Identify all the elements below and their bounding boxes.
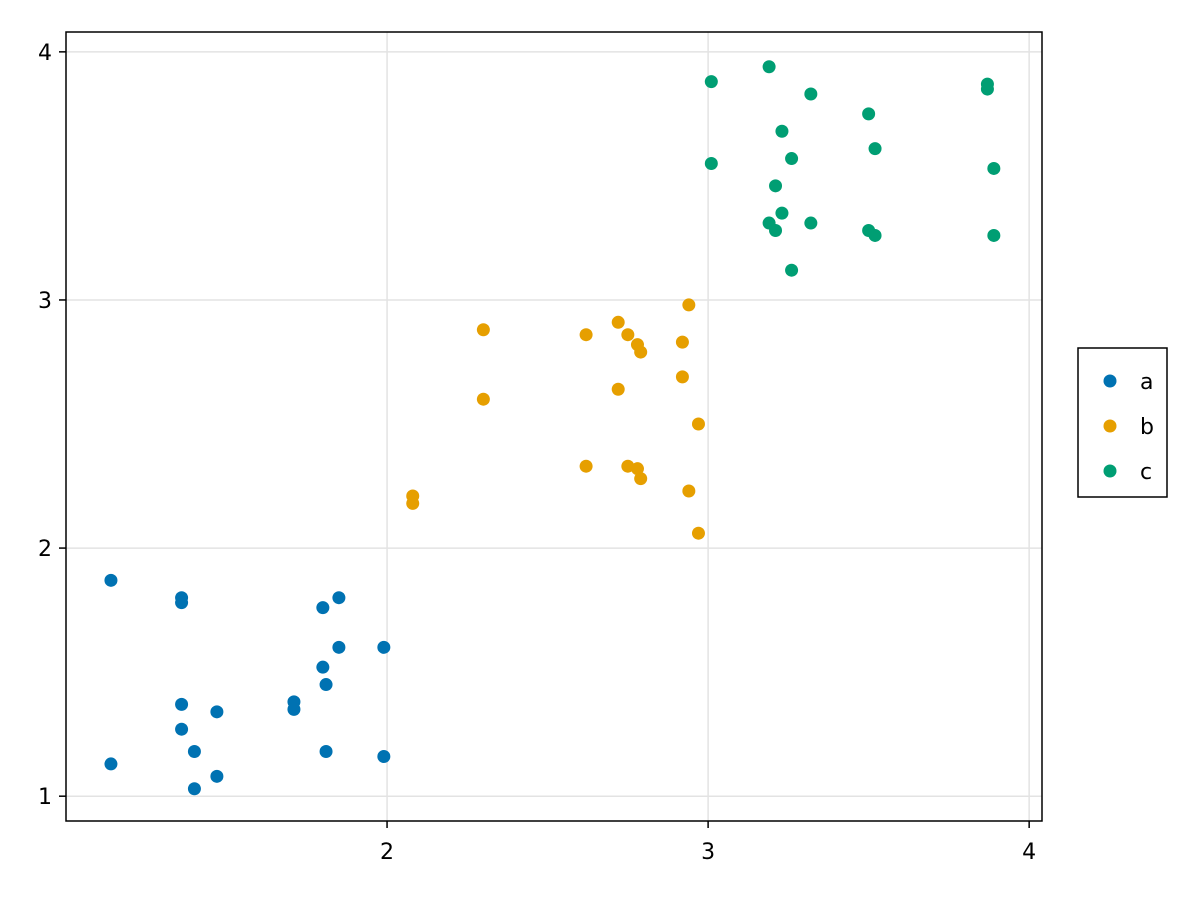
point-b (682, 484, 696, 498)
legend-marker-a (1103, 374, 1117, 388)
point-a (210, 705, 224, 719)
point-b (579, 459, 593, 473)
point-a (319, 678, 333, 692)
x-tick-label: 3 (701, 840, 715, 865)
point-a (175, 596, 189, 610)
point-c (785, 152, 799, 166)
point-b (682, 298, 696, 312)
y-tick-label: 3 (38, 289, 52, 314)
point-a (316, 601, 330, 615)
legend-label-c: c (1140, 460, 1152, 485)
point-b (634, 472, 648, 486)
axes: 2 3 4 1 2 3 4 (38, 41, 1036, 865)
point-b (611, 315, 625, 329)
point-c (704, 75, 718, 89)
point-b (621, 328, 635, 342)
legend-label-a: a (1140, 370, 1153, 395)
point-c (868, 228, 882, 242)
point-a (104, 757, 118, 771)
point-c (769, 223, 783, 237)
point-a (104, 573, 118, 587)
y-tick-label: 4 (38, 41, 52, 66)
point-b (675, 370, 689, 384)
legend: abc (1077, 347, 1168, 498)
plot-area-frame (65, 31, 1043, 822)
point-c (987, 161, 1001, 175)
y-tick-label: 2 (38, 537, 52, 562)
point-c (704, 157, 718, 170)
legend-marker-b (1103, 419, 1117, 433)
point-c (862, 107, 876, 121)
point-b (634, 345, 648, 359)
point-c (785, 263, 799, 277)
point-a (377, 749, 391, 763)
legend-marker-c (1103, 464, 1117, 478)
point-b (630, 462, 644, 476)
point-a (187, 782, 201, 796)
point-c (775, 124, 789, 138)
point-b (476, 392, 490, 406)
point-b (406, 496, 420, 510)
point-a (287, 702, 301, 716)
point-b (476, 323, 490, 337)
point-c (987, 228, 1001, 242)
point-a (175, 722, 189, 736)
point-c (775, 206, 789, 220)
y-tick-label: 1 (38, 785, 52, 810)
legend-box (1077, 347, 1168, 498)
point-c (769, 179, 783, 193)
point-c (804, 87, 818, 101)
point-a (316, 660, 330, 674)
point-b (691, 417, 705, 431)
point-c (762, 60, 776, 74)
legend-label-b: b (1140, 415, 1154, 440)
point-a (175, 697, 189, 711)
point-a (332, 591, 346, 605)
point-a (210, 769, 224, 783)
point-c (804, 216, 818, 230)
x-tick-label: 4 (1022, 840, 1036, 865)
point-a (319, 745, 333, 759)
point-b (675, 335, 689, 349)
point-a (332, 640, 346, 654)
point-b (611, 382, 625, 396)
point-b (691, 526, 705, 540)
point-a (377, 640, 391, 654)
point-b (579, 328, 593, 342)
point-a (187, 745, 201, 759)
x-tick-label: 2 (380, 840, 394, 865)
point-c (980, 82, 994, 96)
point-c (868, 142, 882, 156)
data-points (104, 60, 1001, 796)
